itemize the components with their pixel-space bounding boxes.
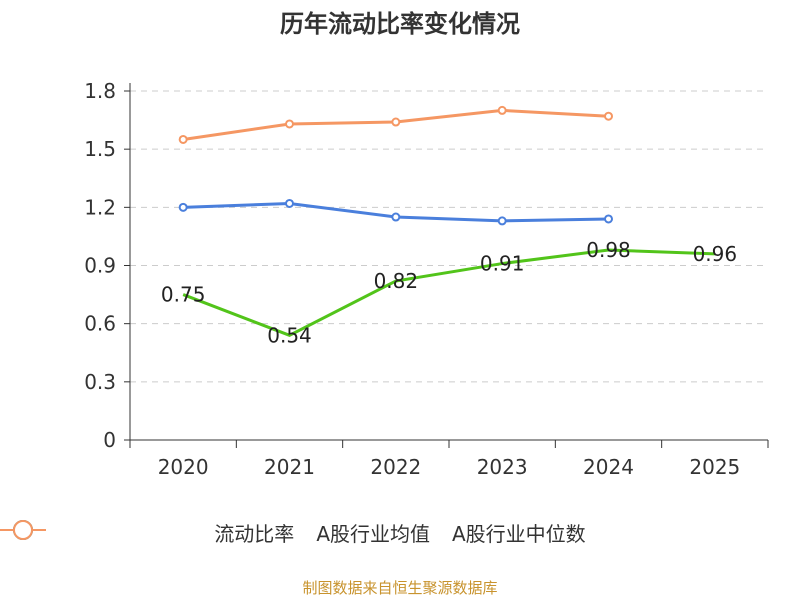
x-tick-label: 2020 [158,455,209,479]
series-line-0 [182,248,715,337]
data-label: 0.96 [693,242,738,266]
x-tick-label: 2025 [689,455,740,479]
data-label: 0.54 [267,323,312,347]
data-label: 0.91 [480,252,525,276]
y-tick-label: 1.2 [84,195,116,219]
data-label: 0.75 [161,283,206,307]
legend: 流动比率 A股行业均值 A股行业中位数 [0,518,800,547]
x-tick-label: 2024 [583,455,634,479]
data-point [497,105,507,115]
y-tick-label: 0 [103,428,116,452]
data-point [178,134,188,144]
y-tick-label: 0.3 [84,370,116,394]
legend-label-current-ratio: 流动比率 [214,522,295,546]
data-point [391,117,401,127]
source-note: 制图数据来自恒生聚源数据库 [302,579,498,597]
legend-label-industry-mean: A股行业均值 [316,522,430,546]
data-label: 0.82 [374,269,419,293]
data-point [285,198,294,208]
y-tick-label: 1.8 [84,79,116,103]
legend-item-industry-mean[interactable]: A股行业均值 [0,518,430,547]
data-point [604,214,613,224]
data-point [391,212,401,222]
legend-item-industry-median[interactable]: A股行业中位数 [0,518,586,547]
data-point [497,216,507,226]
x-tick-label: 2023 [477,455,528,479]
x-tick-label: 2021 [264,455,315,479]
y-tick-label: 1.5 [84,137,116,161]
data-point [604,111,613,121]
y-tick-label: 0.6 [84,312,116,336]
data-label: 0.98 [586,238,631,262]
data-point [178,202,188,212]
data-point [285,119,294,129]
y-tick-label: 0.9 [84,254,116,278]
legend-swatch-industry-median [0,520,46,540]
chart-title: 历年流动比率变化情况 [280,10,520,38]
legend-label-industry-median: A股行业中位数 [452,522,586,546]
legend-item-current-ratio[interactable]: 流动比率 [0,518,295,547]
x-tick-label: 2022 [370,455,421,479]
